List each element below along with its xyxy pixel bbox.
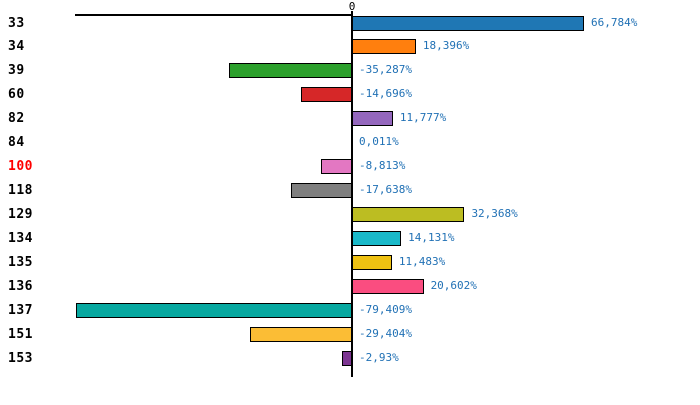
bar bbox=[229, 63, 352, 79]
bar bbox=[76, 302, 352, 318]
bar bbox=[300, 87, 352, 103]
value-label: 14,131% bbox=[408, 230, 455, 244]
category-label: 100 bbox=[8, 159, 33, 175]
axis-zero-label: 0 bbox=[348, 0, 356, 13]
bar bbox=[341, 350, 352, 366]
axis-top-line bbox=[75, 14, 352, 16]
bar bbox=[352, 39, 416, 55]
value-label: -79,409% bbox=[359, 302, 412, 316]
value-label: -17,638% bbox=[359, 183, 412, 196]
value-label: -14,696% bbox=[359, 87, 412, 101]
category-label: 153 bbox=[8, 350, 33, 366]
value-label: 11,483% bbox=[398, 254, 446, 268]
bar bbox=[290, 183, 352, 198]
category-label: 34 bbox=[8, 39, 25, 55]
category-label: 33 bbox=[8, 15, 25, 31]
value-label: 18,396% bbox=[422, 39, 470, 53]
category-label: 84 bbox=[8, 135, 25, 151]
category-label: 129 bbox=[8, 206, 33, 222]
category-label: 134 bbox=[8, 230, 33, 246]
value-label: 0,011% bbox=[359, 135, 399, 149]
bar bbox=[321, 159, 352, 175]
value-label: -8,813% bbox=[359, 159, 406, 173]
category-label: 60 bbox=[8, 87, 25, 103]
value-label: 20,602% bbox=[430, 278, 477, 292]
bar bbox=[352, 230, 402, 246]
axis-zero-baseline bbox=[351, 11, 353, 377]
value-label: 11,777% bbox=[399, 111, 447, 125]
category-label: 118 bbox=[8, 183, 33, 198]
value-label: -29,404% bbox=[359, 326, 412, 340]
value-label: 66,784% bbox=[591, 15, 638, 29]
bar bbox=[352, 206, 465, 222]
value-label: -35,287% bbox=[359, 63, 412, 77]
category-label: 136 bbox=[8, 278, 33, 294]
category-label: 39 bbox=[8, 63, 25, 79]
bar bbox=[352, 15, 584, 31]
bar bbox=[352, 278, 424, 294]
value-label: 32,368% bbox=[471, 206, 518, 220]
bar bbox=[352, 111, 393, 127]
value-label: -2,93% bbox=[359, 350, 399, 364]
category-label: 137 bbox=[8, 302, 33, 318]
category-label: 151 bbox=[8, 326, 33, 342]
category-label: 82 bbox=[8, 111, 25, 127]
bar bbox=[352, 254, 392, 270]
bar bbox=[249, 326, 352, 342]
category-label: 135 bbox=[8, 254, 33, 270]
